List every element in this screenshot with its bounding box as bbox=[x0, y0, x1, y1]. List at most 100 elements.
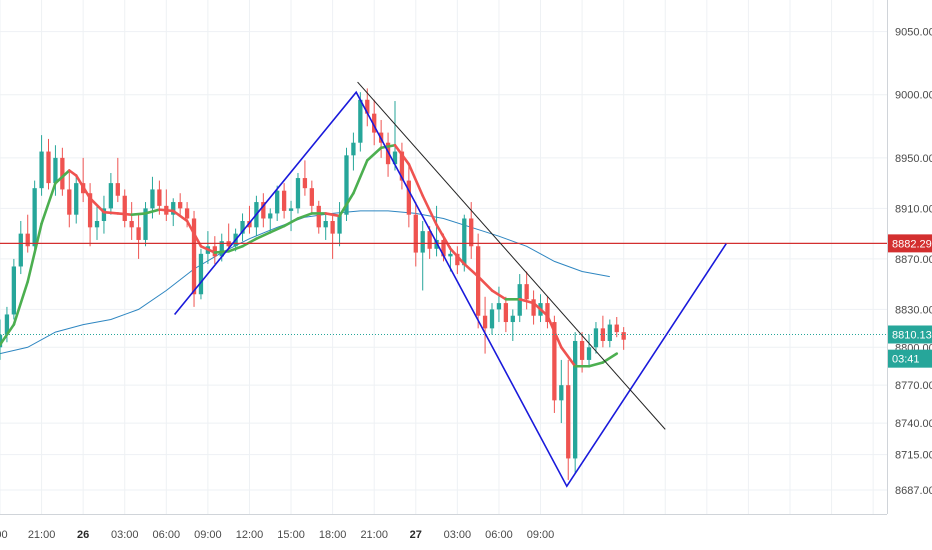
candle-body bbox=[288, 208, 294, 211]
candle[interactable] bbox=[330, 215, 335, 259]
candle[interactable] bbox=[11, 258, 17, 320]
candle[interactable] bbox=[268, 208, 273, 234]
candle[interactable] bbox=[323, 214, 328, 240]
time-tick-label: 21:00 bbox=[360, 529, 388, 541]
price-tick-label: 8910.00 bbox=[895, 203, 932, 215]
ema-segment bbox=[67, 169, 78, 177]
candle[interactable] bbox=[351, 132, 356, 171]
candle[interactable] bbox=[122, 189, 127, 228]
candle[interactable] bbox=[392, 101, 398, 171]
drawings[interactable] bbox=[0, 81, 887, 488]
candle[interactable] bbox=[60, 147, 65, 196]
candle[interactable] bbox=[476, 233, 481, 329]
time-tick-label: 18:00 bbox=[319, 529, 347, 541]
candle[interactable] bbox=[240, 213, 245, 242]
time-tick-label: 03:00 bbox=[444, 529, 472, 541]
candle-body bbox=[413, 214, 418, 253]
candle[interactable] bbox=[74, 176, 79, 224]
candle[interactable] bbox=[32, 180, 37, 254]
candle[interactable] bbox=[559, 359, 564, 424]
candle-body bbox=[455, 253, 460, 266]
candle[interactable] bbox=[600, 315, 606, 348]
ema-segment bbox=[268, 224, 286, 234]
candle[interactable] bbox=[469, 202, 474, 259]
ema-segment bbox=[26, 222, 43, 283]
candle[interactable] bbox=[510, 309, 515, 341]
candle[interactable] bbox=[573, 332, 578, 474]
candle[interactable] bbox=[67, 170, 72, 228]
candle[interactable] bbox=[261, 193, 266, 228]
candle[interactable] bbox=[489, 303, 495, 335]
time-axis[interactable]: :00 21:00 26 03:00 06:00 09:00 12:00 15:00 18:00… bbox=[0, 529, 554, 541]
candle[interactable] bbox=[302, 160, 308, 196]
grid bbox=[0, 0, 887, 514]
candle[interactable] bbox=[178, 193, 183, 215]
candle[interactable] bbox=[337, 202, 342, 247]
candle-body bbox=[136, 227, 141, 240]
candle[interactable] bbox=[427, 226, 432, 259]
candle-body bbox=[157, 189, 162, 206]
candle[interactable] bbox=[46, 138, 51, 190]
candle[interactable] bbox=[399, 142, 405, 190]
candle[interactable] bbox=[281, 183, 287, 219]
candle-body bbox=[330, 221, 335, 234]
candle-body bbox=[122, 195, 127, 222]
candle-body bbox=[344, 155, 349, 215]
pattern-path[interactable] bbox=[173, 90, 727, 488]
candle[interactable] bbox=[455, 246, 460, 275]
candle[interactable] bbox=[87, 183, 93, 247]
candle-body bbox=[593, 328, 599, 348]
candle[interactable] bbox=[434, 205, 439, 257]
candle[interactable] bbox=[136, 214, 141, 259]
candle[interactable] bbox=[365, 88, 370, 127]
candle[interactable] bbox=[247, 205, 252, 234]
candle[interactable] bbox=[607, 319, 612, 348]
candle[interactable] bbox=[288, 200, 294, 232]
candle[interactable] bbox=[586, 334, 592, 367]
candle[interactable] bbox=[372, 99, 377, 146]
candle[interactable] bbox=[545, 296, 550, 329]
candle[interactable] bbox=[531, 290, 536, 325]
candle[interactable] bbox=[309, 180, 314, 214]
candle[interactable] bbox=[143, 202, 148, 247]
price-tag-box bbox=[888, 234, 932, 253]
candle[interactable] bbox=[420, 221, 425, 291]
candle[interactable] bbox=[593, 322, 599, 354]
ema-segment bbox=[54, 169, 71, 185]
candle[interactable] bbox=[413, 202, 418, 267]
candle[interactable] bbox=[198, 248, 204, 300]
candle[interactable] bbox=[524, 271, 529, 310]
candle[interactable] bbox=[115, 157, 120, 203]
candle[interactable] bbox=[18, 221, 23, 275]
candle[interactable] bbox=[406, 165, 411, 228]
price-tick-label: 8687.00 bbox=[895, 485, 932, 497]
candle[interactable] bbox=[344, 147, 349, 222]
candle[interactable] bbox=[496, 286, 502, 323]
time-tick-label: 09:00 bbox=[194, 529, 222, 541]
candle-body bbox=[46, 151, 51, 184]
candle[interactable] bbox=[621, 327, 626, 350]
candle[interactable] bbox=[53, 145, 58, 196]
candle-body bbox=[240, 221, 245, 234]
candle[interactable] bbox=[39, 135, 44, 196]
ema-segment bbox=[12, 280, 30, 326]
candle[interactable] bbox=[129, 202, 134, 240]
candle[interactable] bbox=[503, 296, 509, 333]
price-axis[interactable]: 8687.008715.008740.008770.008800.008830.… bbox=[895, 27, 932, 497]
trend-line[interactable] bbox=[357, 81, 666, 430]
candle[interactable] bbox=[94, 205, 100, 240]
ema-segment bbox=[393, 143, 411, 166]
candle[interactable] bbox=[295, 173, 301, 214]
candle-body bbox=[74, 183, 79, 215]
candle[interactable] bbox=[614, 316, 619, 338]
ema-segment bbox=[338, 191, 355, 218]
candle[interactable] bbox=[358, 92, 363, 152]
candle[interactable] bbox=[101, 195, 107, 234]
candle[interactable] bbox=[25, 214, 30, 253]
candle[interactable] bbox=[275, 185, 280, 222]
candle[interactable] bbox=[566, 359, 571, 480]
candle[interactable] bbox=[108, 173, 114, 215]
candle[interactable] bbox=[316, 200, 321, 234]
candle[interactable] bbox=[482, 296, 488, 354]
